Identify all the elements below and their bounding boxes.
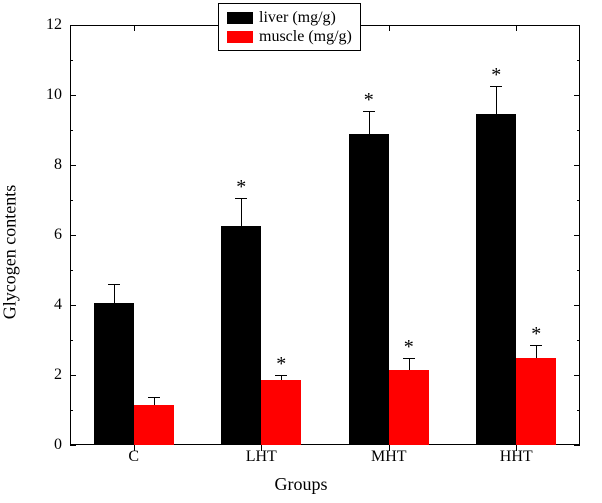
error-bar: [409, 358, 410, 370]
bar: [221, 226, 261, 445]
x-axis-label: Groups: [275, 474, 328, 495]
significance-marker: *: [491, 64, 501, 87]
significance-marker: *: [531, 323, 541, 346]
error-cap: [148, 397, 160, 398]
y-tick-label: 0: [54, 436, 70, 454]
error-bar: [536, 345, 537, 357]
bar: [134, 405, 174, 445]
bar: [261, 380, 301, 445]
y-tick-label: 6: [54, 226, 70, 244]
error-bar: [496, 86, 497, 114]
error-bar: [369, 111, 370, 134]
significance-marker: *: [276, 353, 286, 376]
significance-marker: *: [364, 89, 374, 112]
y-tick-label: 10: [46, 86, 70, 104]
bar: [476, 114, 516, 445]
bar: [94, 303, 134, 445]
y-tick-label: 12: [46, 16, 70, 34]
legend-swatch: [227, 12, 253, 24]
significance-marker: *: [404, 336, 414, 359]
chart-container: Glycogen contents Groups 024681012 CLHTM…: [0, 0, 602, 503]
bar: [516, 358, 556, 446]
legend-label: liver (mg/g): [259, 8, 336, 27]
y-tick-label: 4: [54, 296, 70, 314]
bar: [389, 370, 429, 445]
legend-row: liver (mg/g): [227, 8, 352, 27]
error-cap: [108, 284, 120, 285]
legend-row: muscle (mg/g): [227, 27, 352, 46]
legend: liver (mg/g)muscle (mg/g): [218, 3, 361, 51]
y-tick-label: 8: [54, 156, 70, 174]
legend-label: muscle (mg/g): [259, 27, 352, 46]
y-axis-label: Glycogen contents: [0, 184, 21, 318]
error-bar: [154, 397, 155, 405]
legend-swatch: [227, 31, 253, 43]
y-tick-label: 2: [54, 366, 70, 384]
significance-marker: *: [236, 176, 246, 199]
error-bar: [241, 198, 242, 226]
error-bar: [114, 284, 115, 303]
bar: [349, 134, 389, 446]
